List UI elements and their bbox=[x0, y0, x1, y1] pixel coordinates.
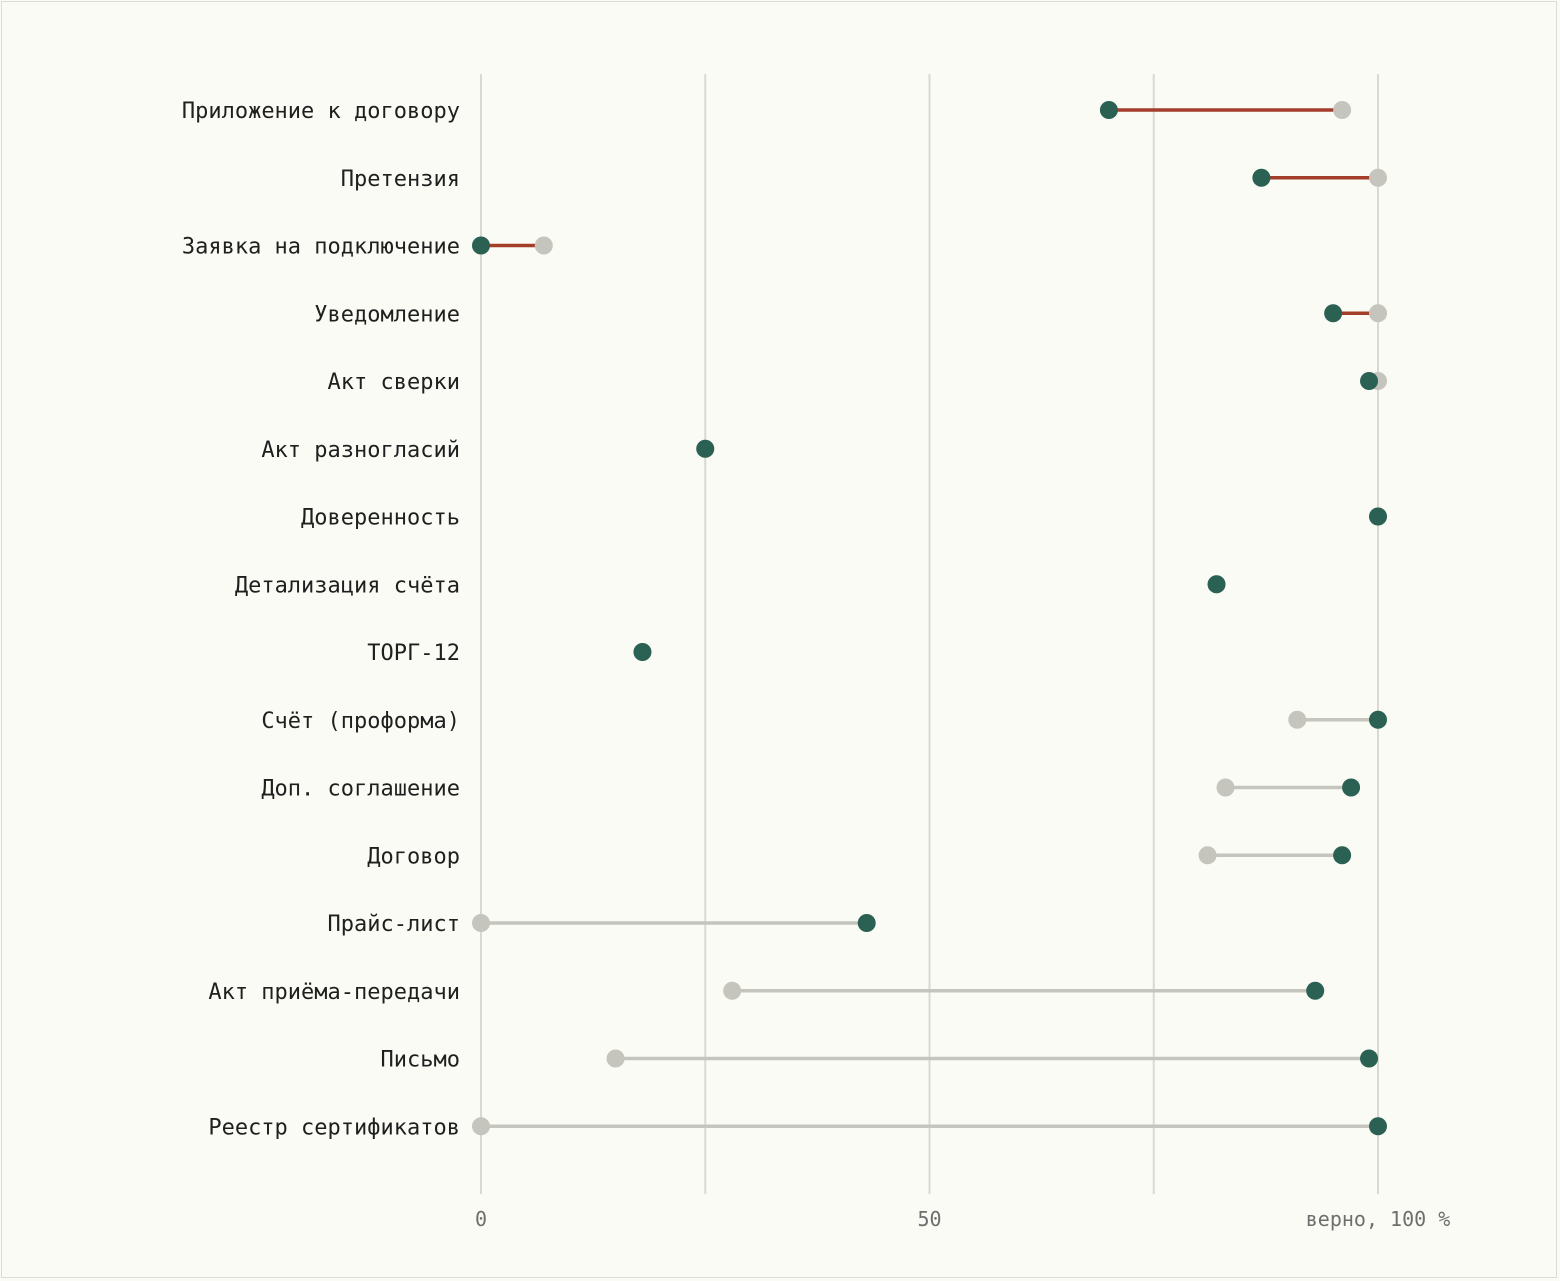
chart-row: Заявка на подключение bbox=[182, 235, 553, 260]
previous-point bbox=[606, 1049, 625, 1068]
chart-row: Приложение к договору bbox=[182, 99, 1352, 124]
current-point bbox=[1252, 168, 1271, 187]
chart-row: Детализация счёта bbox=[235, 573, 1226, 598]
current-point bbox=[1342, 778, 1361, 797]
current-point bbox=[1099, 101, 1118, 119]
chart-row: Претензия bbox=[341, 167, 1387, 192]
category-label: Доверенность bbox=[301, 506, 460, 531]
x-tick-label: верно, 100 % bbox=[1306, 1207, 1451, 1231]
previous-point bbox=[472, 1117, 490, 1136]
chart-row: Доп. соглашение bbox=[261, 777, 1361, 802]
previous-point bbox=[1198, 846, 1217, 865]
category-label: ТОРГ-12 bbox=[367, 641, 460, 666]
current-point bbox=[1360, 1049, 1379, 1068]
current-point bbox=[633, 643, 652, 661]
category-label: Реестр сертификатов bbox=[208, 1115, 460, 1140]
current-point bbox=[1207, 575, 1226, 594]
chart-row: Реестр сертификатов bbox=[208, 1115, 1387, 1140]
category-label: Претензия bbox=[341, 167, 460, 192]
current-point bbox=[1369, 710, 1387, 729]
chart-row: Акт сверки bbox=[328, 370, 1387, 395]
chart-row: Акт разногласий bbox=[261, 438, 715, 463]
current-point bbox=[1369, 507, 1387, 526]
category-label: Уведомление bbox=[314, 302, 460, 327]
chart-row: Договор bbox=[367, 844, 1352, 869]
current-point bbox=[472, 236, 490, 255]
x-tick-label: 50 bbox=[917, 1207, 941, 1231]
previous-point bbox=[472, 914, 490, 932]
previous-point bbox=[1333, 101, 1352, 119]
current-point bbox=[1324, 304, 1343, 323]
category-label: Приложение к договору bbox=[182, 99, 460, 124]
chart-row: Акт приёма-передачи bbox=[208, 980, 1325, 1005]
category-label: Акт разногласий bbox=[261, 438, 460, 463]
chart-row: Счёт (проформа) bbox=[261, 709, 1387, 734]
category-label: Прайс-лист bbox=[328, 912, 460, 937]
previous-point bbox=[1216, 778, 1235, 797]
previous-point bbox=[534, 236, 553, 255]
current-point bbox=[696, 439, 715, 458]
current-point bbox=[1333, 846, 1352, 865]
x-tick-label: 0 bbox=[475, 1207, 487, 1231]
chart-row: Письмо bbox=[381, 1048, 1379, 1073]
category-label: Заявка на подключение bbox=[182, 235, 460, 260]
previous-point bbox=[1369, 304, 1387, 323]
category-label: Счёт (проформа) bbox=[261, 709, 460, 734]
category-label: Акт сверки bbox=[328, 370, 460, 395]
previous-point bbox=[1369, 168, 1387, 187]
chart-row: Уведомление bbox=[314, 302, 1387, 327]
current-point bbox=[857, 914, 876, 932]
previous-point bbox=[1288, 710, 1307, 729]
current-point bbox=[1369, 1117, 1387, 1136]
category-label: Письмо bbox=[381, 1048, 460, 1073]
category-label: Доп. соглашение bbox=[261, 777, 460, 802]
chart-rows: Приложение к договору Претензия Заявка на … bbox=[182, 99, 1387, 1140]
category-label: Договор bbox=[367, 844, 460, 869]
category-label: Акт приёма-передачи bbox=[208, 980, 460, 1005]
chart-row: ТОРГ-12 bbox=[367, 641, 652, 666]
previous-point bbox=[723, 981, 742, 1000]
chart-row: Доверенность bbox=[301, 506, 1387, 531]
grid-lines bbox=[480, 74, 1379, 1194]
category-label: Детализация счёта bbox=[235, 573, 460, 598]
chart-row: Прайс-лист bbox=[328, 912, 876, 937]
current-point bbox=[1360, 372, 1379, 390]
x-axis-ticks: 0 50 верно, 100 % bbox=[475, 1207, 1450, 1231]
current-point bbox=[1306, 981, 1325, 1000]
